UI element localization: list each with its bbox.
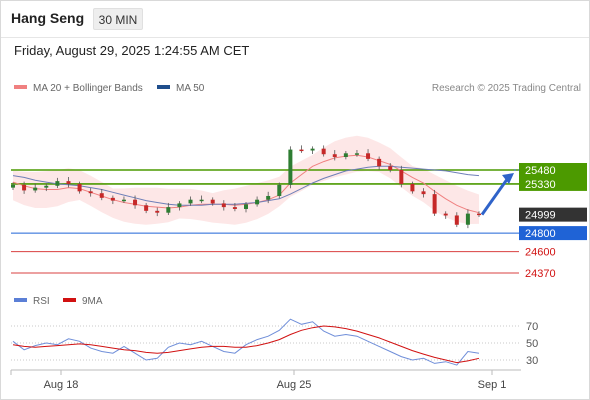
candle-body <box>465 213 470 225</box>
candle-body <box>321 148 326 155</box>
legend-ma50-label: MA 50 <box>176 83 205 94</box>
candle-body <box>366 153 371 159</box>
candle-body <box>177 203 182 208</box>
price-label-24600: 24600 <box>525 247 556 259</box>
candle-body <box>155 210 160 213</box>
rsi-tick-30: 30 <box>526 355 538 367</box>
legend-rsi-label: RSI <box>33 296 50 307</box>
copyright-label: Research © 2025 Trading Central <box>432 83 581 94</box>
price-label-24370: 24370 <box>525 268 556 280</box>
price-tag-24999 <box>519 207 587 222</box>
candle-body <box>99 193 104 198</box>
x-label-aug25: Aug 25 <box>277 379 312 391</box>
candle-body <box>210 199 215 204</box>
candle-body <box>277 184 282 196</box>
candle-body <box>88 191 93 194</box>
candle-body <box>77 183 82 192</box>
candle-body <box>332 154 337 158</box>
price-tag-25480 <box>519 163 587 177</box>
price-tag-25330 <box>519 176 587 191</box>
x-label-sep1: Sep 1 <box>478 379 507 391</box>
candle-body <box>66 181 71 184</box>
candle-body <box>11 184 15 188</box>
price-panel: 25480 25330 24999 24800 24600 24370 <box>11 135 587 280</box>
price-label-25330: 25330 <box>525 179 556 191</box>
rsi-panel: 70 50 30 <box>11 318 538 367</box>
candle-body <box>454 215 459 225</box>
candle-body <box>388 166 393 170</box>
candle-body <box>266 195 271 200</box>
candle-body <box>55 181 60 186</box>
candle-body <box>288 149 293 185</box>
candle-body <box>477 213 481 216</box>
candle-body <box>343 153 348 158</box>
rsi-9ma-line <box>12 325 480 364</box>
candle-body <box>188 199 193 204</box>
forecast-arrow-head <box>502 173 514 184</box>
bollinger-band-area <box>13 135 479 225</box>
timeframe-button[interactable]: 30 MIN <box>93 8 143 30</box>
candle-body <box>44 185 49 188</box>
resistance-tag-block <box>513 162 587 192</box>
price-label-25480: 25480 <box>525 165 556 177</box>
candle-body <box>244 204 248 209</box>
candle-body <box>255 199 260 205</box>
price-label-24800: 24800 <box>525 228 556 240</box>
candle-body <box>166 207 171 213</box>
candle-body <box>399 170 404 184</box>
candle-body <box>144 205 149 211</box>
candle-body <box>410 183 415 192</box>
legend-ma20-swatch <box>14 85 27 89</box>
legend-9ma-label: 9MA <box>82 296 103 307</box>
price-tag-24800 <box>519 226 587 241</box>
candle-body <box>121 199 126 202</box>
x-label-aug18: Aug 18 <box>44 379 79 391</box>
candle-body <box>110 197 115 201</box>
forecast-arrow-line <box>480 177 510 216</box>
datetime-label: Friday, August 29, 2025 1:24:55 AM CET <box>14 43 250 58</box>
candle-body <box>377 158 382 167</box>
rsi-tick-50: 50 <box>526 338 538 350</box>
candle-body <box>443 213 448 216</box>
price-label-24999: 24999 <box>525 210 556 222</box>
candle-body <box>421 191 426 195</box>
legend-rsi-swatch <box>14 298 27 302</box>
candle-body <box>310 148 315 151</box>
candle-body <box>232 207 237 209</box>
candle-body <box>133 199 138 206</box>
header-divider <box>1 37 589 38</box>
candle-body <box>22 184 27 191</box>
candle-body <box>199 199 204 202</box>
candle-body <box>299 149 304 152</box>
legend-ma20-label: MA 20 + Bollinger Bands <box>33 83 143 94</box>
candle-body <box>33 187 38 191</box>
instrument-title: Hang Seng <box>11 10 85 26</box>
candle-body <box>221 203 226 208</box>
legend-9ma-swatch <box>63 298 76 302</box>
rsi-tick-70: 70 <box>526 321 538 333</box>
candle-body <box>354 153 359 155</box>
rsi-line <box>12 318 480 366</box>
candle-body <box>432 194 437 214</box>
legend-ma50-swatch <box>157 85 170 89</box>
